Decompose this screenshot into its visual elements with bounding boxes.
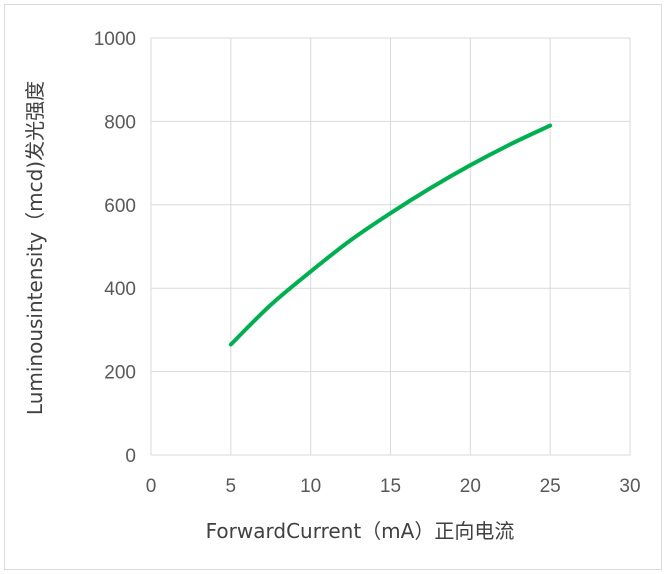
y-tick-label: 400 — [104, 279, 136, 300]
x-tick-label: 30 — [619, 476, 640, 497]
x-tick-label: 20 — [460, 476, 481, 497]
y-tick-label: 0 — [125, 446, 136, 467]
y-tick-label: 1000 — [94, 29, 136, 50]
x-tick-label: 5 — [226, 476, 237, 497]
x-axis-title: ForwardCurrent（mA）正向电流 — [206, 519, 515, 543]
x-tick-label: 25 — [540, 476, 561, 497]
x-tick-label: 0 — [146, 476, 157, 497]
y-tick-label: 600 — [104, 196, 136, 217]
chart-frame — [4, 4, 662, 570]
y-axis-ticks: 0 200 400 600 800 1000 — [94, 29, 136, 467]
series-group — [228, 123, 553, 347]
y-tick-label: 800 — [104, 112, 136, 133]
series-line — [228, 123, 553, 347]
y-tick-label: 200 — [104, 363, 136, 384]
x-axis-ticks: 0 5 10 15 20 25 30 — [146, 476, 641, 497]
grid — [150, 37, 631, 456]
x-tick-label: 10 — [300, 476, 321, 497]
y-axis-title: Luminousintensity（mcd)发光强度 — [23, 81, 47, 415]
x-tick-label: 15 — [380, 476, 401, 497]
